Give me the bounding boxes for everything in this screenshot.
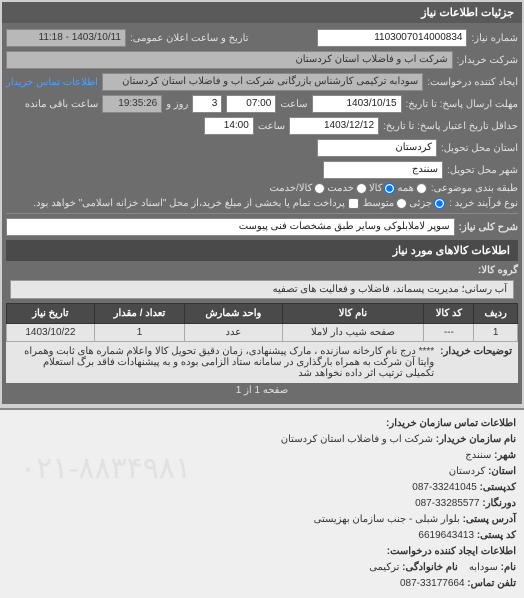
col-row: ردیف [474,304,518,324]
field-deadline-time: 07:00 [226,95,276,113]
label-buyer-co: شرکت خریدار: [457,55,518,66]
field-city: سنندج [323,161,443,179]
label-grouping: طبقه بندی موضوعی: [431,183,518,194]
contact-block: اطلاعات تماس سازمان خریدار: نام سازمان خ… [0,408,524,598]
label-purchase-type: نوع فرآیند خرید : [449,198,518,209]
label-req-creator: ایجاد کننده درخواست: [427,77,518,88]
col-code: کد کالا [424,304,474,324]
radio-partial[interactable]: جزئی [409,198,445,209]
items-table: ردیف کد کالا نام کالا واحد شمارش تعداد /… [6,303,518,342]
label-time1: ساعت [280,99,307,110]
radio-service[interactable]: خدمت [327,183,367,194]
section-items: اطلاعات کالاهای مورد نیاز [6,240,518,261]
checkbox-treasury[interactable]: پرداخت تمام یا بخشی از مبلغ خرید،از محل … [33,198,359,209]
contact-header: اطلاعات تماس سازمان خریدار: [8,416,516,432]
field-valid-time: 14:00 [204,117,254,135]
label-time-remain: ساعت باقی مانده [25,99,98,110]
label-desc: شرح کلی نیاز: [459,222,518,233]
label-days-remain: روز و [166,99,188,110]
table-row[interactable]: 1 --- صفحه شیب دار لاملا عدد 1 1403/10/2… [7,324,518,342]
label-deadline: مهلت ارسال پاسخ: تا تاریخ: [406,99,518,110]
col-unit: واحد شمارش [185,304,282,324]
radio-goods[interactable]: کالا [369,183,396,194]
field-remain: 19:35:26 [102,95,162,113]
field-announce-dt: 1403/10/11 - 11:18 [6,29,126,47]
label-time2: ساعت [258,121,285,132]
notes-label: توضیحات خریدار: [440,346,512,379]
label-group: گروه کالا: [478,265,518,276]
label-req-no: شماره نیاز: [471,33,518,44]
radio-goods-service[interactable]: کالا/خدمت [269,183,325,194]
field-buyer-co: شرکت اب و فاضلاب استان کردستان [6,51,453,69]
link-buyer-contact[interactable]: اطلاعات تماس خریدار [6,77,98,88]
notes-text: **** درج نام کارخانه سازنده ، مارک پیشنه… [12,346,434,379]
field-province: کردستان [317,139,437,157]
label-valid-from: حداقل تاریخ اعتبار پاسخ: تا تاریخ: [383,121,518,132]
field-req-creator: سودابه ترکیمی کارشناس بازرگانی شرکت اب و… [102,73,423,91]
field-desc: سوپر لاملابلوکی وسایر طبق مشخصات فنی پیو… [6,218,455,236]
col-date: تاریخ نیاز [7,304,95,324]
field-req-no: 1103007014000834 [317,29,467,47]
col-name: نام کالا [282,304,424,324]
field-valid-date: 1403/12/12 [289,117,379,135]
field-days: 3 [192,95,222,113]
label-city: شهر محل تحویل: [447,165,518,176]
field-group: آب رسانی؛ مدیریت پسماند، فاضلاب و فعالیت… [10,280,514,299]
radio-all[interactable]: همه [397,183,426,194]
col-qty: تعداد / مقدار [94,304,184,324]
pager: صفحه 1 از 1 [6,383,518,398]
field-deadline-date: 1403/10/15 [312,95,402,113]
label-province: استان محل تحویل: [441,143,518,154]
creator-header: اطلاعات ایجاد کننده درخواست: [8,544,516,560]
radio-medium[interactable]: متوسط [363,198,407,209]
panel-title: جزئیات اطلاعات نیاز [2,2,522,23]
label-announce-dt: تاریخ و ساعت اعلان عمومی: [130,33,249,44]
